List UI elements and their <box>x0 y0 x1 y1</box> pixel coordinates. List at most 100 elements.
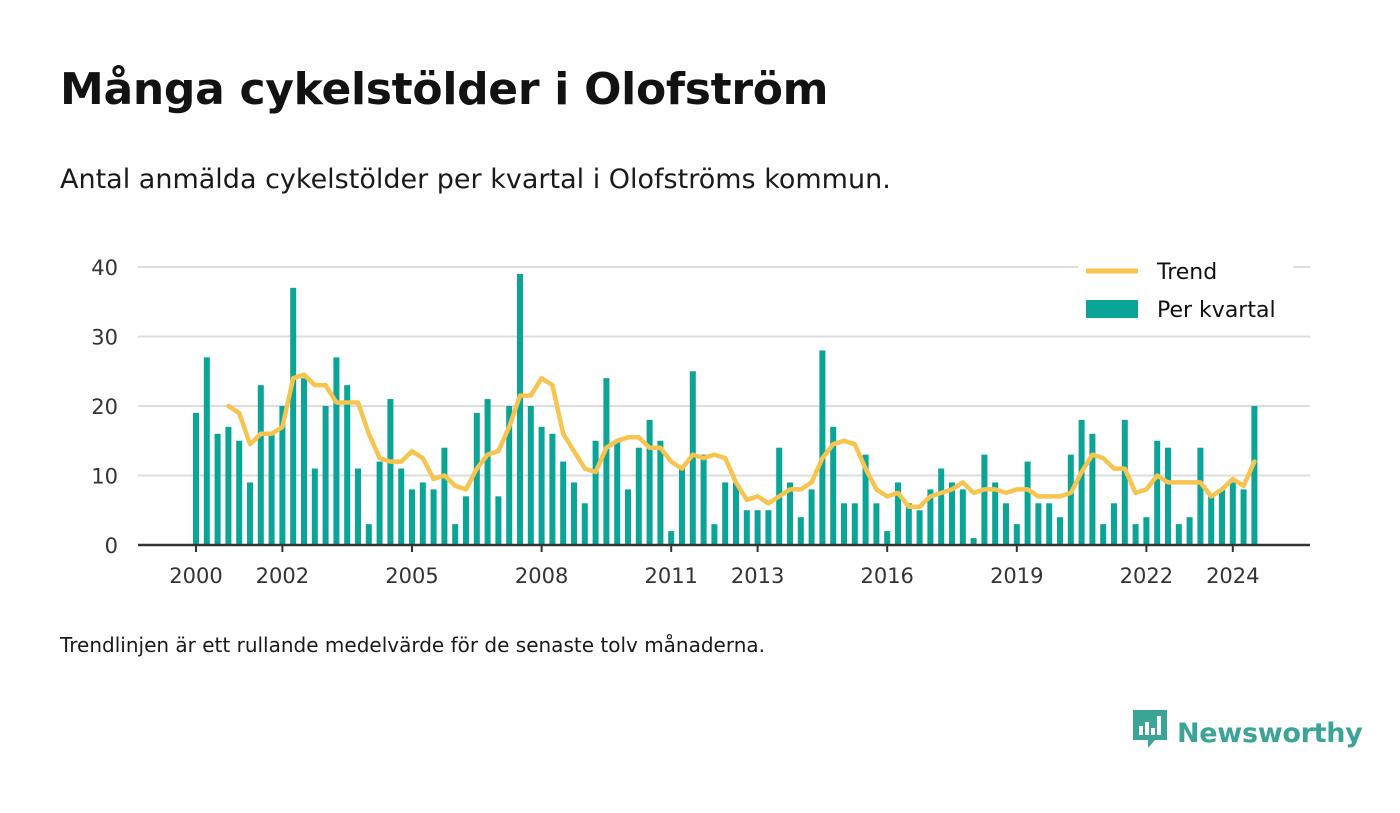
bar <box>592 440 599 545</box>
bar <box>376 461 383 545</box>
bar <box>268 433 275 545</box>
bar <box>1003 503 1009 545</box>
trend-line <box>226 372 1257 510</box>
x-tick-label: 2008 <box>515 564 568 588</box>
bar <box>290 287 297 545</box>
bar <box>992 482 999 545</box>
bar <box>1240 489 1247 545</box>
bar <box>409 489 415 545</box>
bar <box>419 482 426 545</box>
bar <box>743 510 750 545</box>
bar <box>765 510 772 545</box>
x-tick-label: 2011 <box>644 564 697 588</box>
bar <box>527 406 534 545</box>
y-tick-label: 20 <box>91 395 118 419</box>
bar <box>1229 482 1236 545</box>
bar <box>905 503 912 545</box>
bar <box>938 468 945 545</box>
bar <box>1121 419 1128 545</box>
bar <box>355 468 361 545</box>
y-tick-label: 10 <box>91 465 118 489</box>
chart-footnote: Trendlinjen är ett rullande medelvärde f… <box>60 633 766 657</box>
bar <box>1154 440 1161 545</box>
bar <box>841 503 847 545</box>
bar <box>473 412 480 545</box>
bar <box>387 399 394 545</box>
bar <box>549 433 556 545</box>
bar <box>873 503 880 545</box>
bar <box>1035 503 1042 545</box>
x-tick-label: 2024 <box>1206 564 1259 588</box>
bar <box>830 426 837 545</box>
bar <box>1251 406 1258 545</box>
bar <box>1067 454 1074 545</box>
bar <box>635 447 642 545</box>
bar <box>700 454 707 545</box>
bar <box>452 524 459 545</box>
bar <box>603 378 610 545</box>
bar <box>1186 517 1193 545</box>
y-tick-label: 40 <box>91 256 118 280</box>
bar <box>517 273 523 545</box>
bar <box>463 496 469 545</box>
bar <box>311 468 318 545</box>
y-axis-ticks: 0 10 20 30 40 <box>91 256 118 558</box>
chart-title: Många cykelstölder i Olofström <box>60 64 829 115</box>
bar <box>581 503 588 545</box>
bar <box>333 357 340 545</box>
bar <box>495 496 502 545</box>
chart-subtitle: Antal anmälda cykelstölder per kvartal i… <box>60 164 891 195</box>
bar <box>484 399 491 545</box>
bar-series-per-kvartal <box>193 273 1258 545</box>
bar <box>1046 503 1053 545</box>
bar <box>614 440 621 545</box>
newsworthy-bar-chart-icon <box>1133 710 1167 748</box>
bar <box>214 433 221 545</box>
bar <box>301 378 307 545</box>
bar <box>257 385 264 545</box>
legend-per-kvartal-label: Per kvartal <box>1157 298 1276 323</box>
bar <box>430 489 437 545</box>
x-tick-label: 2016 <box>860 564 913 588</box>
legend-trend-label: Trend <box>1156 260 1217 285</box>
bar <box>657 440 664 545</box>
bar <box>571 482 577 545</box>
x-axis-ticks: 2000 2002 2005 2008 2011 2013 2016 2019 2022 2024 <box>169 545 1260 588</box>
bar <box>1024 461 1031 545</box>
bar <box>679 468 685 545</box>
legend-per-kvartal-swatch <box>1086 300 1138 318</box>
bar <box>668 531 675 545</box>
bar <box>916 510 923 545</box>
bar <box>247 482 253 545</box>
bar <box>344 385 351 545</box>
bar <box>949 482 955 545</box>
bar <box>225 426 232 545</box>
x-tick-label: 2005 <box>385 564 438 588</box>
bar <box>797 517 804 545</box>
bar <box>927 489 934 545</box>
bar <box>1175 524 1182 545</box>
bar <box>959 489 966 545</box>
y-tick-label: 30 <box>91 326 118 350</box>
bar <box>1165 447 1171 545</box>
bar <box>819 350 826 545</box>
bar <box>236 440 243 545</box>
bar <box>1111 503 1117 545</box>
bar <box>193 412 199 545</box>
bar <box>322 406 329 545</box>
bar <box>884 531 891 545</box>
x-tick-label: 2002 <box>256 564 309 588</box>
x-tick-label: 2013 <box>731 564 784 588</box>
bar <box>506 406 513 545</box>
bar <box>365 524 372 545</box>
brand-name: Newsworthy <box>1177 717 1363 749</box>
bar <box>1078 419 1085 545</box>
bar <box>441 447 448 545</box>
bar <box>722 482 729 545</box>
bar <box>560 461 567 545</box>
bar <box>1013 524 1020 545</box>
bar <box>538 426 545 545</box>
bar <box>625 489 631 545</box>
bar <box>1143 517 1150 545</box>
